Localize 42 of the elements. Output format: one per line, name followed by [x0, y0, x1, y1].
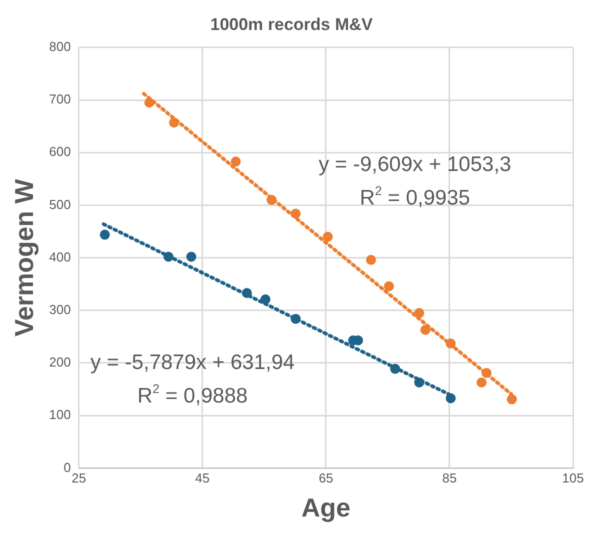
y-tick-label: 300	[49, 302, 71, 317]
y-tick-label: 600	[49, 144, 71, 160]
x-tick-label: 85	[442, 470, 457, 486]
point	[242, 288, 252, 298]
annotation: y = -9,609x + 1053,3	[318, 153, 512, 176]
y-tick-label: 400	[49, 249, 71, 264]
y-tick-label: 700	[49, 92, 71, 107]
y-tick-label: 0	[64, 460, 71, 475]
point	[100, 230, 110, 240]
point	[186, 252, 196, 262]
point	[169, 118, 180, 128]
y-tick-label: 800	[49, 38, 71, 54]
point	[144, 98, 154, 108]
point	[163, 252, 174, 262]
point	[390, 364, 400, 374]
point	[266, 194, 277, 205]
point	[506, 394, 517, 404]
point	[260, 294, 270, 304]
point	[482, 368, 492, 378]
x-tick-label: 25	[72, 470, 86, 486]
point	[366, 254, 376, 265]
point	[414, 377, 424, 388]
point	[290, 314, 301, 324]
point	[476, 377, 487, 388]
y-tick-label: 500	[49, 196, 71, 212]
y-tick-label: 200	[49, 354, 71, 370]
annotation: y = -5,7879x + 631,94	[90, 350, 296, 374]
point	[414, 308, 424, 318]
point	[290, 208, 301, 219]
x-tick-label: 45	[195, 470, 210, 486]
point	[384, 281, 394, 292]
point	[446, 393, 456, 404]
x-axis-title: Age	[301, 492, 351, 523]
x-tick-label: 105	[562, 470, 584, 486]
point	[420, 324, 430, 335]
y-tick-label: 100	[49, 407, 71, 422]
x-tick-label: 65	[318, 470, 334, 486]
point	[446, 338, 456, 349]
chart-title: 1000m records M&V	[210, 14, 374, 34]
point	[230, 156, 241, 167]
point	[322, 232, 333, 242]
y-axis-title: Vermogen W	[8, 178, 39, 337]
